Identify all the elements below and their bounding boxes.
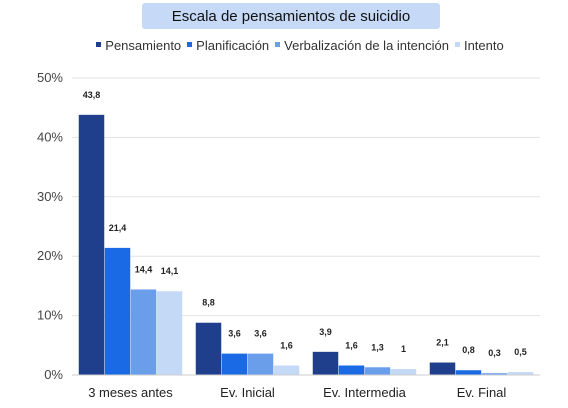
data-label-0-2: 14,4: [135, 264, 153, 274]
bar-2-0: [312, 351, 339, 375]
x-tick-label-1: Ev. Inicial: [220, 385, 275, 400]
legend-label-1: Planificación: [196, 38, 270, 53]
data-label-3-0: 2,1: [436, 338, 449, 348]
legend-label-0: Pensamiento: [105, 38, 182, 53]
y-tick-label-1: 10%: [37, 308, 63, 323]
data-label-2-2: 1,3: [371, 342, 384, 352]
legend: Pensamiento Planificación Verbalización de…: [60, 37, 540, 54]
y-tick-label-3: 30%: [37, 189, 63, 204]
bar-2-1: [338, 365, 365, 375]
bar-1-2: [247, 353, 274, 375]
bar-0-1: [104, 247, 131, 375]
bar-1-0: [195, 322, 222, 375]
bar-0-3: [156, 291, 183, 375]
data-label-0-1: 21,4: [109, 223, 127, 233]
legend-item-1: Planificación: [187, 37, 269, 54]
y-tick-label-4: 40%: [37, 129, 63, 144]
bar-3-3: [507, 372, 534, 375]
data-label-2-3: 1: [401, 344, 406, 354]
bar-3-2: [481, 373, 508, 375]
bar-2-2: [364, 367, 391, 375]
data-label-1-1: 3,6: [228, 329, 241, 339]
legend-swatch-1: [187, 42, 193, 47]
bar-1-3: [273, 365, 300, 375]
y-tick-label-2: 20%: [37, 248, 63, 263]
legend-swatch-0: [96, 42, 102, 47]
data-label-1-0: 8,8: [202, 298, 215, 308]
data-label-3-1: 0,8: [462, 345, 475, 355]
legend-label-2: Verbalización de la intención: [284, 38, 449, 53]
chart-title: Escala de pensamientos de suicidio: [142, 3, 440, 29]
legend-item-3: Intento: [454, 37, 504, 54]
data-label-0-3: 14,1: [161, 266, 179, 276]
data-label-1-2: 3,6: [254, 329, 267, 339]
legend-item-0: Pensamiento: [96, 37, 181, 54]
bar-0-2: [130, 289, 157, 375]
data-label-2-1: 1,6: [345, 340, 358, 350]
data-label-1-3: 1,6: [280, 340, 293, 350]
x-tick-label-0: 3 meses antes: [88, 385, 173, 400]
legend-label-3: Intento: [463, 38, 504, 53]
bar-0-0: [78, 114, 105, 375]
data-label-3-2: 0,3: [488, 348, 501, 358]
legend-swatch-3: [454, 42, 460, 47]
y-tick-label-5: 50%: [37, 70, 63, 85]
data-label-0-0: 43,8: [83, 90, 101, 100]
chart-title-text: Escala de pensamientos de suicidio: [171, 7, 411, 25]
data-label-3-3: 0,5: [514, 347, 527, 357]
bar-3-0: [429, 362, 456, 375]
bar-3-1: [455, 370, 482, 375]
bar-2-3: [390, 369, 417, 375]
bar-1-1: [221, 353, 248, 375]
legend-swatch-2: [275, 42, 281, 47]
data-label-2-0: 3,9: [319, 327, 332, 337]
x-tick-label-3: Ev. Final: [457, 385, 507, 400]
x-tick-label-2: Ev. Intermedia: [323, 385, 407, 400]
legend-item-2: Verbalización de la intención: [275, 37, 449, 54]
y-tick-label-0: 0%: [44, 367, 63, 382]
